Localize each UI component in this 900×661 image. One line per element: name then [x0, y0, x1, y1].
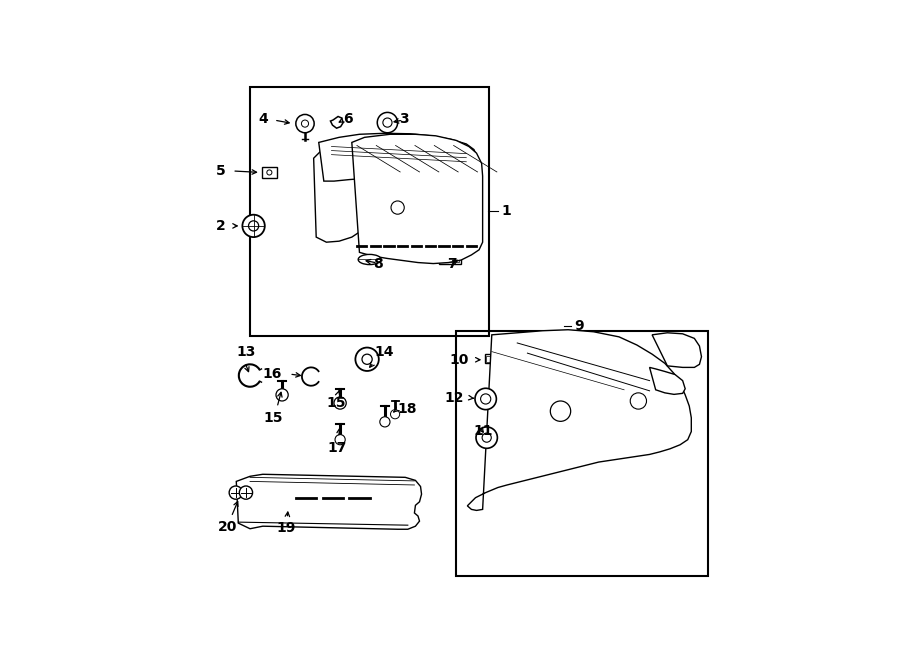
- Text: 20: 20: [218, 520, 237, 534]
- Text: 16: 16: [263, 366, 282, 381]
- Polygon shape: [652, 332, 701, 368]
- Polygon shape: [313, 142, 359, 242]
- Circle shape: [335, 434, 346, 445]
- Bar: [387, 219, 418, 232]
- Text: 3: 3: [400, 112, 409, 126]
- Text: 6: 6: [343, 112, 353, 126]
- Polygon shape: [330, 116, 343, 128]
- Circle shape: [482, 433, 491, 442]
- Circle shape: [481, 394, 491, 404]
- Text: 10: 10: [449, 353, 468, 368]
- Circle shape: [550, 401, 571, 421]
- Ellipse shape: [358, 254, 381, 264]
- Bar: [456, 331, 708, 576]
- Polygon shape: [319, 134, 476, 181]
- Circle shape: [356, 348, 379, 371]
- Circle shape: [362, 354, 373, 364]
- Circle shape: [242, 215, 265, 237]
- Polygon shape: [467, 330, 691, 510]
- Text: 18: 18: [397, 402, 417, 416]
- Circle shape: [230, 486, 242, 499]
- Text: 15: 15: [327, 396, 346, 410]
- Text: 17: 17: [328, 441, 346, 455]
- Circle shape: [377, 112, 398, 133]
- Text: 1: 1: [501, 204, 510, 217]
- Bar: [486, 356, 497, 362]
- Circle shape: [380, 417, 390, 427]
- Circle shape: [334, 397, 346, 409]
- Circle shape: [276, 389, 288, 401]
- Text: 4: 4: [258, 112, 268, 126]
- Bar: [250, 87, 490, 336]
- Text: 13: 13: [237, 345, 256, 360]
- Bar: [439, 251, 462, 264]
- Text: 9: 9: [574, 319, 584, 332]
- Circle shape: [475, 388, 497, 410]
- Bar: [441, 252, 459, 262]
- Circle shape: [302, 120, 309, 127]
- Polygon shape: [237, 475, 421, 529]
- Text: 2: 2: [216, 219, 226, 233]
- Circle shape: [239, 486, 253, 499]
- Bar: [485, 354, 499, 364]
- Polygon shape: [650, 368, 685, 395]
- Polygon shape: [352, 134, 482, 264]
- Text: 14: 14: [374, 345, 394, 360]
- Text: 5: 5: [216, 164, 226, 178]
- Circle shape: [630, 393, 646, 409]
- Circle shape: [476, 427, 498, 448]
- Circle shape: [266, 170, 272, 175]
- Bar: [262, 167, 277, 178]
- Text: 12: 12: [445, 391, 464, 405]
- Text: 19: 19: [276, 521, 295, 535]
- Text: 8: 8: [374, 257, 382, 271]
- Circle shape: [391, 410, 400, 419]
- Circle shape: [382, 118, 392, 127]
- Circle shape: [296, 114, 314, 133]
- Text: 11: 11: [473, 424, 493, 438]
- Circle shape: [248, 221, 258, 231]
- Circle shape: [391, 201, 404, 214]
- Text: 15: 15: [263, 411, 283, 425]
- Text: 7: 7: [447, 256, 456, 270]
